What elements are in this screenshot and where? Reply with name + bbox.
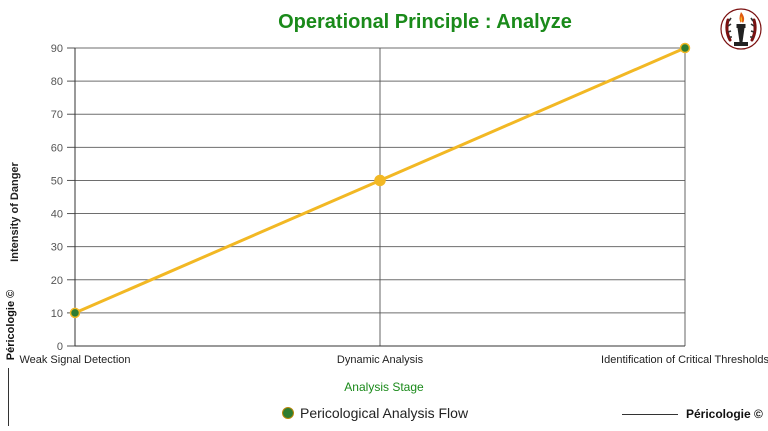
x-tick-label: Weak Signal Detection	[19, 354, 130, 366]
series-layer	[69, 42, 691, 319]
y-tick-label: 80	[51, 76, 63, 88]
footer-credit: Péricologie ©	[622, 407, 763, 421]
y-tick-label: 0	[57, 341, 63, 353]
y-tick-label: 60	[51, 142, 63, 154]
chart-title: Operational Principle : Analyze	[278, 11, 572, 33]
data-point	[679, 42, 691, 54]
x-tick-label: Identification of Critical Thresholds	[601, 354, 768, 366]
y-tick-label: 30	[51, 242, 63, 254]
grid-layer	[74, 47, 686, 347]
y-tick-label: 70	[51, 109, 63, 121]
data-point	[69, 307, 81, 319]
y-tick-label: 10	[51, 308, 63, 320]
y-axis-title: Intensity of Danger	[9, 162, 21, 262]
x-tick-label: Dynamic Analysis	[337, 354, 424, 366]
tick-layer: 0 10 20 30 40 50 60 70 80 90 Weak Signal Detection…	[19, 43, 768, 366]
data-point	[374, 174, 386, 187]
side-watermark-line	[8, 368, 9, 426]
y-tick-label: 40	[51, 209, 63, 221]
side-watermark: Péricologie ©	[0, 290, 20, 431]
x-axis-title: Analysis Stage	[344, 380, 424, 394]
y-tick-label: 50	[51, 175, 63, 187]
legend-marker	[282, 407, 294, 419]
legend-label: Pericological Analysis Flow	[300, 405, 469, 421]
axis-layer	[67, 47, 685, 347]
footer-credit-line	[622, 413, 678, 415]
legend[interactable]: Pericological Analysis Flow	[282, 405, 468, 421]
side-watermark-text: Péricologie ©	[5, 289, 17, 361]
footer-credit-text: Péricologie ©	[686, 407, 763, 421]
y-tick-label: 20	[51, 275, 63, 287]
torch-laurel-emblem-icon	[720, 8, 762, 50]
y-tick-label: 90	[51, 43, 63, 55]
